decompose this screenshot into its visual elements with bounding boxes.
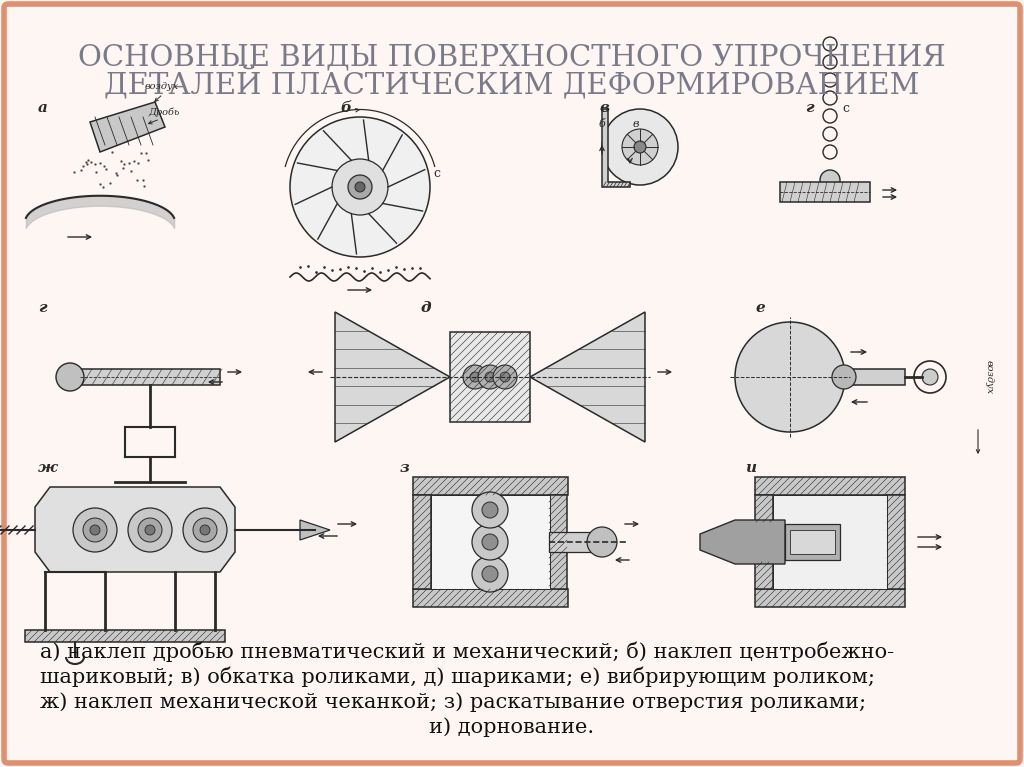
Text: ж) наклеп механической чеканкой; з) раскатывание отверстия роликами;: ж) наклеп механической чеканкой; з) раск…: [40, 692, 866, 712]
Bar: [25, 630, 225, 642]
Text: в: в: [633, 119, 640, 129]
Text: г: г: [805, 101, 814, 115]
Bar: [755, 477, 905, 495]
Text: ДЕТАЛЕЙ ПЛАСТИЧЕСКИМ ДЕФОРМИРОВАНИЕМ: ДЕТАЛЕЙ ПЛАСТИЧЕСКИМ ДЕФОРМИРОВАНИЕМ: [104, 67, 920, 100]
Bar: [431, 495, 550, 589]
Bar: [413, 495, 431, 589]
Bar: [887, 495, 905, 589]
Bar: [450, 332, 530, 422]
Bar: [755, 589, 905, 607]
Circle shape: [290, 117, 430, 257]
Text: в: в: [600, 101, 610, 115]
Circle shape: [145, 525, 155, 535]
Text: д: д: [420, 301, 431, 315]
Circle shape: [90, 525, 100, 535]
Text: з: з: [400, 461, 410, 475]
Bar: [785, 524, 840, 560]
Polygon shape: [530, 312, 645, 442]
Circle shape: [478, 365, 502, 389]
Circle shape: [463, 365, 487, 389]
Bar: [549, 532, 599, 552]
Text: б: б: [340, 101, 351, 115]
Circle shape: [138, 518, 162, 542]
Circle shape: [482, 566, 498, 582]
Polygon shape: [300, 520, 330, 540]
Bar: [790, 530, 835, 554]
Circle shape: [472, 524, 508, 560]
Bar: [773, 495, 887, 589]
Circle shape: [56, 363, 84, 391]
Circle shape: [735, 322, 845, 432]
Text: г: г: [38, 301, 47, 315]
Circle shape: [193, 518, 217, 542]
Circle shape: [587, 527, 617, 557]
Circle shape: [470, 372, 480, 382]
Polygon shape: [602, 109, 630, 187]
Circle shape: [493, 365, 517, 389]
Bar: [755, 589, 905, 607]
Circle shape: [482, 534, 498, 550]
Bar: [413, 589, 568, 607]
Text: б: б: [598, 119, 605, 129]
Circle shape: [472, 492, 508, 528]
Circle shape: [831, 365, 856, 389]
Circle shape: [500, 372, 510, 382]
Polygon shape: [700, 520, 785, 564]
Circle shape: [622, 129, 658, 165]
Bar: [845, 369, 905, 385]
Text: воздух: воздух: [985, 360, 994, 394]
Bar: [755, 477, 905, 495]
Text: е: е: [755, 301, 765, 315]
Circle shape: [485, 372, 495, 382]
Circle shape: [634, 141, 646, 153]
Circle shape: [83, 518, 106, 542]
Circle shape: [482, 502, 498, 518]
Text: с: с: [433, 167, 440, 180]
Circle shape: [348, 175, 372, 199]
Circle shape: [128, 508, 172, 552]
Polygon shape: [335, 312, 450, 442]
Circle shape: [332, 159, 388, 215]
FancyBboxPatch shape: [4, 4, 1020, 763]
Circle shape: [922, 369, 938, 385]
Circle shape: [472, 556, 508, 592]
Circle shape: [73, 508, 117, 552]
Bar: [755, 495, 773, 522]
Text: воздух: воздух: [145, 82, 179, 91]
Bar: [25, 630, 225, 642]
Circle shape: [355, 182, 365, 192]
Circle shape: [200, 525, 210, 535]
Text: и: и: [745, 461, 756, 475]
Bar: [549, 495, 567, 589]
Text: ОСНОВНЫЕ ВИДЫ ПОВЕРХНОСТНОГО УПРОЧНЕНИЯ: ОСНОВНЫЕ ВИДЫ ПОВЕРХНОСТНОГО УПРОЧНЕНИЯ: [78, 43, 946, 71]
Bar: [450, 332, 530, 422]
Bar: [755, 562, 773, 589]
Text: а) наклеп дробью пневматический и механический; б) наклеп центробежно-: а) наклеп дробью пневматический и механи…: [40, 642, 894, 662]
Bar: [755, 562, 773, 589]
Bar: [413, 589, 568, 607]
Text: и) дорнование.: и) дорнование.: [429, 717, 595, 737]
Bar: [549, 495, 567, 589]
Circle shape: [602, 109, 678, 185]
Text: Дробь: Дробь: [148, 107, 179, 117]
Text: а: а: [38, 101, 48, 115]
Text: ж: ж: [38, 461, 58, 475]
Bar: [413, 477, 568, 495]
Circle shape: [183, 508, 227, 552]
Bar: [413, 495, 431, 589]
Bar: [80, 369, 220, 385]
Bar: [755, 495, 773, 522]
Polygon shape: [90, 102, 165, 152]
Bar: [780, 182, 870, 202]
Circle shape: [820, 170, 840, 190]
Bar: [413, 477, 568, 495]
Text: с: с: [842, 102, 849, 115]
Bar: [887, 495, 905, 589]
Polygon shape: [35, 487, 234, 572]
Text: шариковый; в) обкатка роликами, д) шариками; е) вибрирующим роликом;: шариковый; в) обкатка роликами, д) шарик…: [40, 667, 874, 687]
